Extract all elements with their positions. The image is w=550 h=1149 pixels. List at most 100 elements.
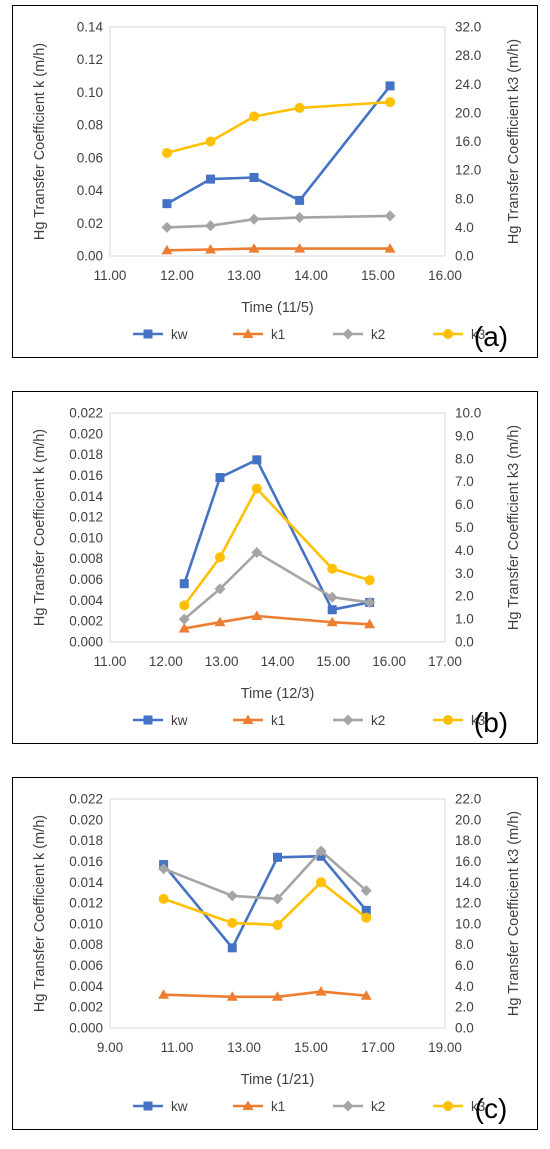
chart-b: 0.0000.0020.0040.0060.0080.0100.0120.014… xyxy=(32,406,522,739)
data-point-kw xyxy=(162,199,172,209)
data-point-k1 xyxy=(158,989,170,999)
y-left-tick-label: 0.08 xyxy=(77,118,103,133)
panel-label: (b) xyxy=(474,707,508,738)
series-line-k1 xyxy=(163,990,367,999)
legend-label-k1: k1 xyxy=(271,1099,285,1114)
y-left-tick-label: 0.002 xyxy=(69,1000,103,1015)
legend-label-k2: k2 xyxy=(371,713,385,728)
y-right-axis-title: Hg Transfer Coefficient k3 (m/h) xyxy=(506,425,522,630)
data-point-k2 xyxy=(294,212,306,224)
legend-label-k3: k3 xyxy=(471,327,485,342)
data-point-kw xyxy=(327,605,337,615)
y-right-tick-label: 18.0 xyxy=(455,833,481,848)
data-point-k3 xyxy=(316,877,327,888)
y-right-tick-label: 8.0 xyxy=(455,937,474,952)
legend-marker-kw xyxy=(143,1101,153,1111)
x-tick-label: 13.00 xyxy=(227,1040,261,1055)
data-point-k1 xyxy=(272,991,283,1001)
chart-c: 0.0000.0020.0040.0060.0080.0100.0120.014… xyxy=(32,792,522,1125)
y-left-tick-label: 0.012 xyxy=(69,896,103,911)
legend-marker-kw xyxy=(143,329,153,339)
legend-label-k2: k2 xyxy=(371,327,385,342)
y-right-tick-label: 28.0 xyxy=(455,48,481,63)
data-point-k1 xyxy=(226,991,238,1001)
series-line-k1 xyxy=(184,614,370,630)
data-point-k1 xyxy=(248,243,260,253)
x-tick-label: 12.00 xyxy=(149,654,183,669)
data-point-k2 xyxy=(214,583,226,595)
x-tick-label: 14.00 xyxy=(294,268,328,283)
y-right-tick-label: 5.0 xyxy=(455,520,474,535)
y-left-tick-label: 0.02 xyxy=(77,216,103,231)
data-point-k3 xyxy=(385,97,396,108)
legend-label-kw: kw xyxy=(171,327,188,342)
y-right-tick-label: 14.0 xyxy=(455,875,481,890)
data-point-k1 xyxy=(178,622,190,633)
data-point-kw xyxy=(361,905,371,915)
y-right-tick-label: 10.0 xyxy=(455,916,481,931)
legend-marker-k3 xyxy=(443,329,453,339)
y-right-tick-label: 16.0 xyxy=(455,854,481,869)
data-point-kw xyxy=(179,579,189,589)
y-right-tick-label: 9.0 xyxy=(455,428,474,443)
y-right-tick-label: 12.0 xyxy=(455,163,481,178)
data-point-k2 xyxy=(248,213,260,225)
data-point-k3 xyxy=(361,912,372,923)
data-point-k3 xyxy=(158,893,169,904)
data-point-k1 xyxy=(294,243,306,253)
y-right-tick-label: 32.0 xyxy=(455,20,481,35)
y-right-tick-label: 7.0 xyxy=(455,474,474,489)
y-left-tick-label: 0.020 xyxy=(69,426,103,441)
x-tick-label: 15.00 xyxy=(316,654,350,669)
data-point-k1 xyxy=(360,990,372,1000)
x-tick-label: 17.00 xyxy=(428,654,462,669)
y-left-tick-label: 0.002 xyxy=(69,614,103,629)
y-right-axis-title: Hg Transfer Coefficient k3 (m/h) xyxy=(506,39,522,244)
y-left-axis-title: Hg Transfer Coefficient k (m/h) xyxy=(32,43,48,240)
series-line-k1 xyxy=(166,247,391,252)
data-point-k2 xyxy=(205,220,216,232)
y-right-tick-label: 2.0 xyxy=(455,1000,474,1015)
data-point-k3 xyxy=(327,563,338,574)
data-point-kw xyxy=(249,172,259,182)
x-tick-label: 13.00 xyxy=(205,654,239,669)
data-point-k1 xyxy=(251,610,263,620)
data-point-k2 xyxy=(251,546,263,558)
x-axis-title: Time (12/3) xyxy=(241,686,315,702)
legend-label-k1: k1 xyxy=(271,327,285,342)
series-line-k3 xyxy=(183,487,370,607)
y-left-tick-label: 0.004 xyxy=(69,979,103,994)
data-point-k1 xyxy=(315,986,327,996)
y-left-tick-label: 0.010 xyxy=(69,916,103,931)
x-tick-label: 16.00 xyxy=(372,654,406,669)
y-right-tick-label: 0.0 xyxy=(455,1021,474,1036)
legend-label-k3: k3 xyxy=(471,1099,485,1114)
data-point-k3 xyxy=(205,136,216,147)
y-left-tick-label: 0.012 xyxy=(69,510,103,525)
y-left-tick-label: 0.018 xyxy=(69,447,103,462)
y-left-tick-label: 0.014 xyxy=(69,489,103,504)
legend-label-k2: k2 xyxy=(371,1099,385,1114)
data-point-k2 xyxy=(226,890,238,902)
legend-label-kw: kw xyxy=(171,1099,188,1114)
y-left-axis-title: Hg Transfer Coefficient k (m/h) xyxy=(32,815,48,1012)
data-point-k3 xyxy=(249,111,260,122)
y-left-tick-label: 0.06 xyxy=(77,150,103,165)
legend-marker-k1 xyxy=(242,328,254,338)
x-tick-label: 16.00 xyxy=(428,268,462,283)
y-right-tick-label: 22.0 xyxy=(455,792,481,807)
series-line-kw xyxy=(162,854,368,950)
chart-a: 0.00 0.02 0.04 0.06 0.08 0.10 0.12 0.14 0.0 4.0 8.… xyxy=(32,20,522,353)
y-left-tick-label: 0.022 xyxy=(69,406,103,421)
data-point-k3 xyxy=(227,917,238,928)
legend-marker-k2 xyxy=(342,328,354,340)
data-point-k2 xyxy=(384,210,396,222)
x-tick-label: 11.00 xyxy=(94,654,127,669)
data-point-k3 xyxy=(161,147,172,158)
legend-label-k3: k3 xyxy=(471,713,485,728)
y-left-tick-label: 0.04 xyxy=(77,183,104,198)
y-left-tick-label: 0.018 xyxy=(69,833,103,848)
data-point-k2 xyxy=(315,845,327,857)
y-right-tick-label: 6.0 xyxy=(455,497,474,512)
y-left-tick-label: 0.10 xyxy=(77,85,103,100)
